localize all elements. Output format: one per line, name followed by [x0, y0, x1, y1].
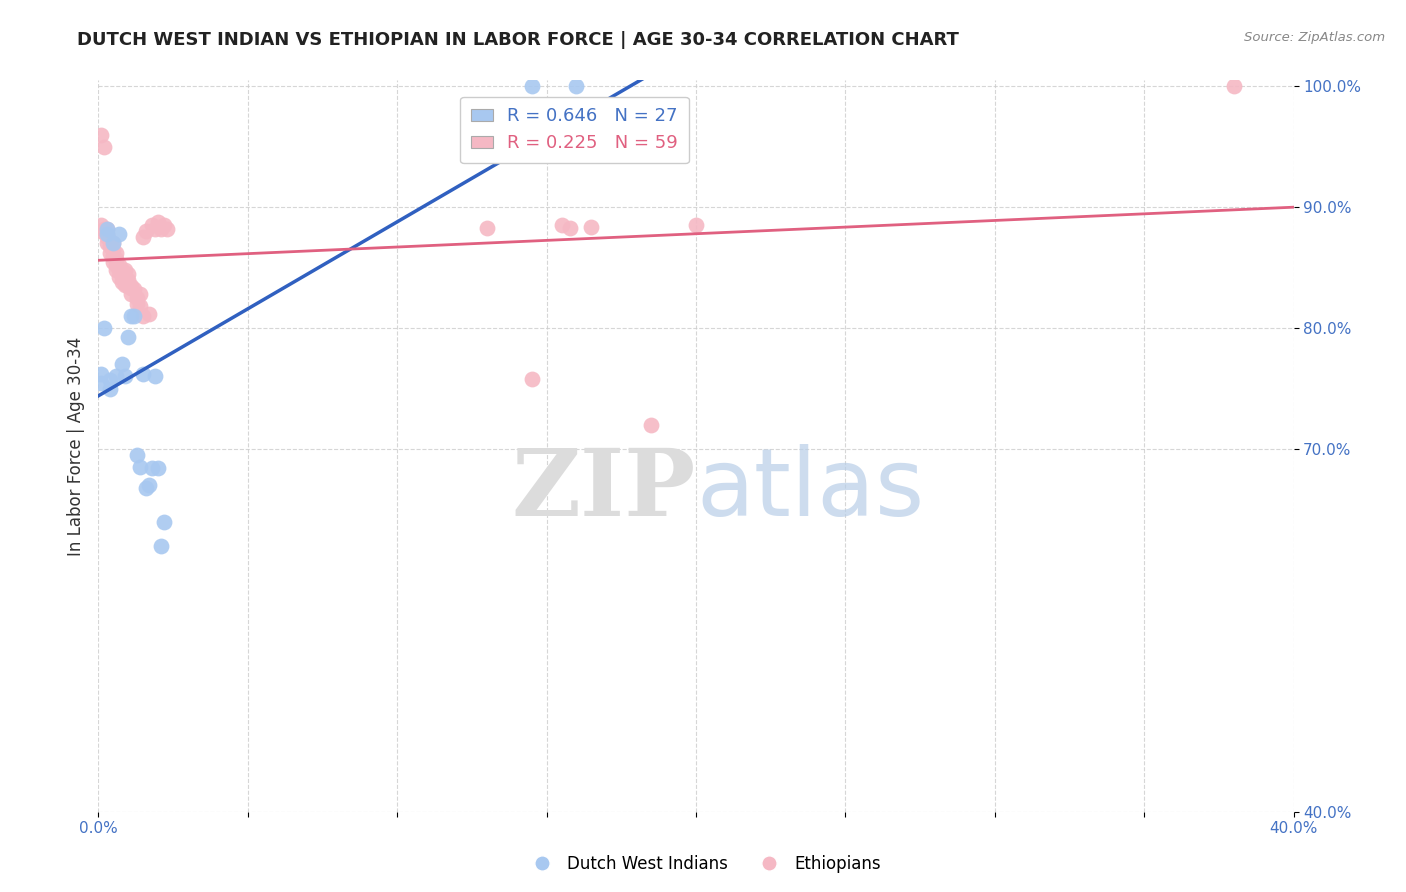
- Point: [111, 263, 134, 277]
- Point: [111, 358, 134, 372]
- Point: [141, 219, 163, 233]
- Point: [90, 376, 112, 390]
- Text: Source: ZipAtlas.com: Source: ZipAtlas.com: [1244, 31, 1385, 45]
- Point: [150, 539, 173, 553]
- Point: [132, 230, 155, 244]
- Point: [90, 219, 112, 233]
- Point: [520, 372, 543, 386]
- Point: [90, 367, 112, 381]
- Point: [127, 291, 149, 305]
- Point: [93, 321, 115, 335]
- Point: [93, 140, 115, 154]
- Point: [108, 258, 131, 272]
- Point: [153, 515, 176, 529]
- Point: [135, 481, 157, 495]
- Point: [117, 329, 139, 343]
- Point: [96, 222, 118, 236]
- Point: [108, 263, 131, 277]
- Point: [105, 252, 128, 267]
- Point: [135, 224, 157, 238]
- Point: [98, 239, 122, 253]
- Point: [565, 79, 588, 94]
- Point: [111, 275, 134, 289]
- Text: DUTCH WEST INDIAN VS ETHIOPIAN IN LABOR FORCE | AGE 30-34 CORRELATION CHART: DUTCH WEST INDIAN VS ETHIOPIAN IN LABOR …: [77, 31, 959, 49]
- Point: [148, 461, 170, 475]
- Point: [120, 278, 142, 293]
- Point: [127, 297, 149, 311]
- Point: [105, 369, 128, 384]
- Point: [129, 460, 152, 475]
- Point: [108, 270, 131, 285]
- Point: [120, 281, 142, 295]
- Point: [132, 309, 155, 323]
- Point: [685, 219, 707, 233]
- Point: [124, 282, 146, 296]
- Point: [143, 222, 166, 236]
- Point: [103, 236, 125, 251]
- Point: [103, 236, 125, 251]
- Point: [114, 270, 136, 285]
- Point: [96, 236, 118, 251]
- Point: [640, 417, 662, 432]
- Point: [520, 79, 543, 94]
- Point: [98, 234, 122, 248]
- Point: [141, 461, 163, 475]
- Point: [96, 230, 118, 244]
- Legend: Dutch West Indians, Ethiopians: Dutch West Indians, Ethiopians: [519, 848, 887, 880]
- Point: [560, 220, 582, 235]
- Point: [93, 222, 115, 236]
- Point: [103, 243, 125, 257]
- Point: [98, 373, 122, 387]
- Point: [132, 367, 155, 381]
- Point: [153, 219, 176, 233]
- Point: [96, 227, 118, 241]
- Point: [93, 224, 115, 238]
- Point: [96, 222, 118, 236]
- Point: [138, 478, 160, 492]
- Point: [150, 222, 173, 236]
- Point: [117, 278, 139, 293]
- Point: [105, 258, 128, 272]
- Point: [114, 277, 136, 292]
- Point: [108, 227, 131, 241]
- Text: ZIP: ZIP: [512, 445, 696, 535]
- Point: [117, 273, 139, 287]
- Point: [129, 287, 152, 301]
- Text: atlas: atlas: [696, 444, 924, 536]
- Point: [148, 215, 170, 229]
- Point: [120, 309, 142, 323]
- Point: [127, 448, 149, 462]
- Point: [143, 369, 166, 384]
- Point: [581, 219, 603, 234]
- Point: [98, 382, 122, 396]
- Point: [105, 263, 128, 277]
- Point: [120, 287, 142, 301]
- Point: [138, 307, 160, 321]
- Point: [117, 267, 139, 281]
- Point: [96, 227, 118, 241]
- Point: [90, 128, 112, 142]
- Point: [114, 263, 136, 277]
- Point: [103, 249, 125, 263]
- Point: [98, 246, 122, 260]
- Point: [90, 224, 112, 238]
- Point: [550, 219, 572, 233]
- Point: [1223, 79, 1246, 94]
- Point: [105, 246, 128, 260]
- Point: [124, 309, 146, 323]
- Point: [103, 254, 125, 268]
- Point: [114, 369, 136, 384]
- Point: [129, 299, 152, 313]
- Point: [156, 222, 179, 236]
- Y-axis label: In Labor Force | Age 30-34: In Labor Force | Age 30-34: [66, 336, 84, 556]
- Legend: R = 0.646   N = 27, R = 0.225   N = 59: R = 0.646 N = 27, R = 0.225 N = 59: [460, 96, 689, 163]
- Point: [475, 220, 498, 235]
- Point: [111, 269, 134, 284]
